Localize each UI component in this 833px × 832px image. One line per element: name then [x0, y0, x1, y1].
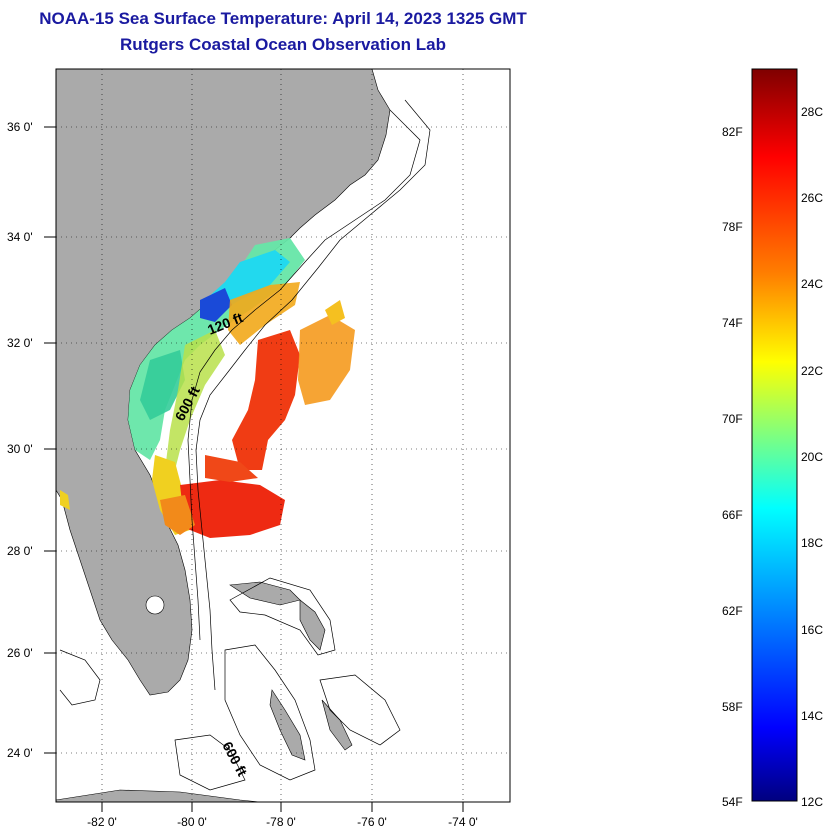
sst-data	[60, 238, 355, 538]
cb-c-18: 18C	[801, 536, 823, 550]
cb-c-26: 26C	[801, 191, 823, 205]
cb-f-66: 66F	[722, 508, 743, 522]
lat-label-32: 32 0'	[7, 336, 33, 350]
lon-label-78: -78 0'	[266, 815, 296, 829]
cb-c-28: 28C	[801, 105, 823, 119]
cb-c-14: 14C	[801, 709, 823, 723]
colorbar-celsius-labels: 28C 26C 24C 22C 20C 18C 16C 14C 12C	[801, 105, 823, 809]
cb-f-70: 70F	[722, 412, 743, 426]
lake-okeechobee	[145, 595, 165, 615]
lat-label-28: 28 0'	[7, 544, 33, 558]
bahamas-andros	[269, 689, 306, 761]
lat-label-24: 24 0'	[7, 746, 33, 760]
lon-label-76: -76 0'	[357, 815, 387, 829]
map-subtitle: Rutgers Coastal Ocean Observation Lab	[120, 35, 446, 54]
cb-f-74: 74F	[722, 316, 743, 330]
lat-label-34: 34 0'	[7, 230, 33, 244]
cb-f-58: 58F	[722, 700, 743, 714]
cb-c-24: 24C	[801, 277, 823, 291]
lon-label-80: -80 0'	[177, 815, 207, 829]
cb-f-54: 54F	[722, 795, 743, 809]
cb-c-12: 12C	[801, 795, 823, 809]
map-ticks	[44, 126, 464, 812]
colorbar-fahrenheit-labels: 82F 78F 74F 70F 66F 62F 58F 54F	[722, 125, 743, 809]
lat-label-36: 36 0'	[7, 120, 33, 134]
cb-f-78: 78F	[722, 220, 743, 234]
lat-label-30: 30 0'	[7, 442, 33, 456]
bahamas-abaco	[299, 599, 326, 651]
cb-c-22: 22C	[801, 364, 823, 378]
cb-c-16: 16C	[801, 623, 823, 637]
cb-f-82: 82F	[722, 125, 743, 139]
bahamas-grand-bahama	[229, 581, 301, 606]
cb-f-62: 62F	[722, 604, 743, 618]
cb-c-20: 20C	[801, 450, 823, 464]
cuba-land	[56, 789, 261, 802]
lat-label-26: 26 0'	[7, 646, 33, 660]
map-frame	[55, 68, 511, 803]
lon-label-74: -74 0'	[448, 815, 478, 829]
map-title: NOAA-15 Sea Surface Temperature: April 1…	[39, 9, 527, 28]
lon-label-82: -82 0'	[87, 815, 117, 829]
map-grid	[56, 69, 510, 802]
colorbar	[751, 68, 798, 802]
